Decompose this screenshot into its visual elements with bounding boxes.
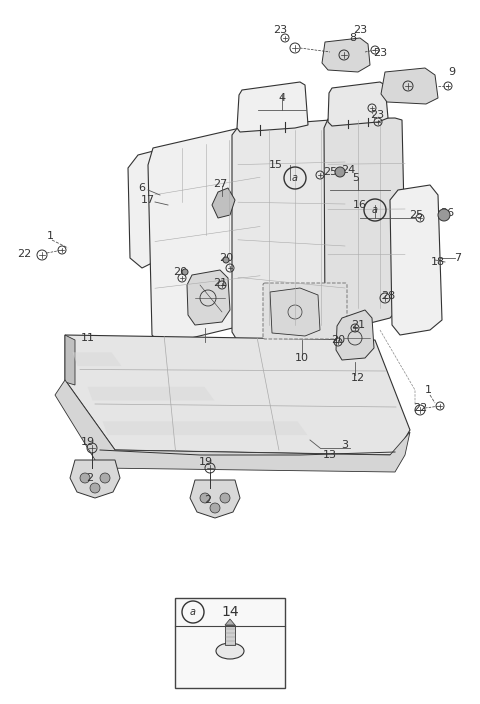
Text: 28: 28 xyxy=(381,291,395,301)
FancyBboxPatch shape xyxy=(263,283,347,339)
Polygon shape xyxy=(390,185,442,335)
Bar xyxy=(225,625,235,645)
Circle shape xyxy=(438,209,450,221)
Text: 12: 12 xyxy=(351,373,365,383)
Polygon shape xyxy=(324,118,406,332)
Polygon shape xyxy=(55,380,410,472)
Text: 10: 10 xyxy=(295,353,309,363)
Text: 21: 21 xyxy=(351,320,365,330)
Polygon shape xyxy=(225,619,235,625)
Ellipse shape xyxy=(216,643,244,659)
Polygon shape xyxy=(322,38,370,72)
Text: 26: 26 xyxy=(440,208,454,218)
Text: 5: 5 xyxy=(352,173,360,183)
Text: 11: 11 xyxy=(81,333,95,343)
Polygon shape xyxy=(70,460,120,498)
Circle shape xyxy=(210,503,220,513)
Text: 2: 2 xyxy=(86,473,94,483)
Text: 4: 4 xyxy=(278,93,286,103)
Polygon shape xyxy=(72,352,121,366)
Circle shape xyxy=(100,473,110,483)
Circle shape xyxy=(220,493,230,503)
Text: 21: 21 xyxy=(213,278,227,288)
Polygon shape xyxy=(270,288,320,336)
Circle shape xyxy=(182,269,188,275)
Circle shape xyxy=(80,473,90,483)
Polygon shape xyxy=(187,270,230,325)
Text: 22: 22 xyxy=(413,403,427,413)
Polygon shape xyxy=(336,310,374,360)
Polygon shape xyxy=(148,128,265,345)
Text: 25: 25 xyxy=(409,210,423,220)
Text: 1: 1 xyxy=(424,385,432,395)
Text: 22: 22 xyxy=(17,249,31,259)
Polygon shape xyxy=(381,68,438,104)
Polygon shape xyxy=(212,188,235,218)
Text: 20: 20 xyxy=(331,335,345,345)
Text: 20: 20 xyxy=(173,267,187,277)
Polygon shape xyxy=(237,82,308,132)
Text: a: a xyxy=(190,607,196,617)
Text: 19: 19 xyxy=(81,437,95,447)
Text: a: a xyxy=(292,173,298,183)
Text: 13: 13 xyxy=(323,450,337,460)
Text: 20: 20 xyxy=(219,253,233,263)
Text: 15: 15 xyxy=(269,160,283,170)
Polygon shape xyxy=(232,120,348,345)
Bar xyxy=(175,598,285,688)
Polygon shape xyxy=(128,148,180,268)
Text: 16: 16 xyxy=(353,200,367,210)
Circle shape xyxy=(200,493,210,503)
Text: 1: 1 xyxy=(47,231,53,241)
Text: 24: 24 xyxy=(341,165,355,175)
Text: 19: 19 xyxy=(199,457,213,467)
Polygon shape xyxy=(190,480,240,518)
Polygon shape xyxy=(65,335,75,385)
Text: 23: 23 xyxy=(373,48,387,58)
Text: 18: 18 xyxy=(431,257,445,267)
Text: 8: 8 xyxy=(349,33,357,43)
Circle shape xyxy=(223,257,229,263)
Text: 9: 9 xyxy=(448,67,456,77)
Text: 14: 14 xyxy=(221,605,239,619)
Text: a: a xyxy=(372,205,378,215)
Circle shape xyxy=(335,167,345,177)
Text: 23: 23 xyxy=(273,25,287,35)
Polygon shape xyxy=(87,386,215,401)
Text: 25: 25 xyxy=(323,167,337,177)
Text: 3: 3 xyxy=(341,440,348,450)
Polygon shape xyxy=(65,335,410,455)
Polygon shape xyxy=(328,82,388,126)
Text: 17: 17 xyxy=(141,195,155,205)
Text: 27: 27 xyxy=(213,179,227,189)
Text: 2: 2 xyxy=(204,495,212,505)
Text: 23: 23 xyxy=(353,25,367,35)
Text: 23: 23 xyxy=(370,110,384,120)
Text: 6: 6 xyxy=(139,183,145,193)
Text: 7: 7 xyxy=(455,253,462,263)
Polygon shape xyxy=(103,421,308,435)
Circle shape xyxy=(90,483,100,493)
